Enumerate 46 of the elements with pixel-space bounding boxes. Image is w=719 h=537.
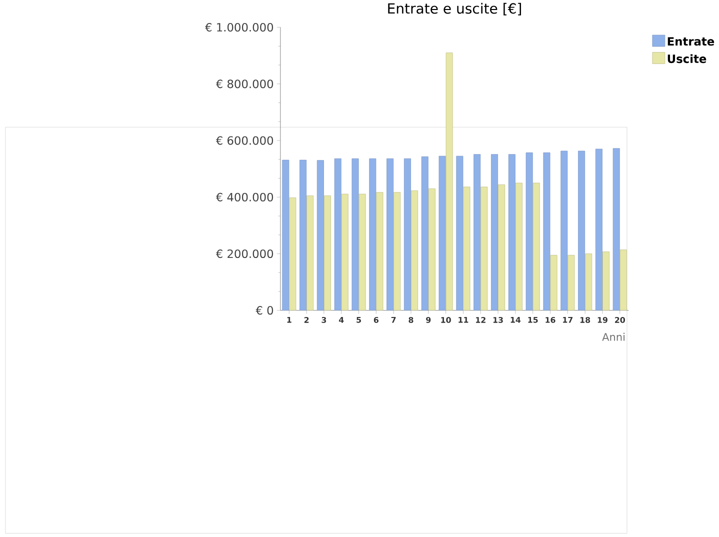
bar — [300, 160, 306, 310]
bar — [456, 156, 464, 310]
legend-label: Entrate — [668, 37, 714, 46]
bar — [376, 192, 384, 310]
bar — [498, 184, 506, 310]
bar — [289, 198, 296, 310]
bar — [394, 192, 401, 310]
bar — [386, 158, 394, 310]
bar — [341, 194, 348, 310]
bar — [595, 148, 602, 310]
bar — [446, 52, 453, 310]
bar — [612, 148, 620, 310]
bar — [515, 182, 522, 310]
y-tick-label: € 200.000 — [216, 249, 274, 258]
bar — [358, 194, 366, 310]
chart-title: Entrate e uscite [€] — [388, 2, 521, 16]
bar — [324, 196, 331, 310]
bar — [438, 156, 446, 310]
bar — [474, 154, 481, 310]
bar — [369, 158, 376, 310]
bar — [316, 160, 324, 310]
bar — [480, 186, 488, 310]
bar — [428, 188, 436, 310]
bar — [334, 158, 342, 310]
bar — [306, 196, 314, 310]
bar — [560, 150, 568, 310]
y-tick-label: € 600.000 — [216, 136, 274, 145]
y-tick-label: € 1.000.000 — [205, 22, 274, 32]
y-tick-label: € 0 — [256, 306, 274, 315]
x-axis-title: Anni — [602, 332, 624, 341]
bar — [526, 152, 533, 310]
bar — [602, 252, 610, 310]
bar — [508, 154, 516, 310]
bar — [282, 160, 289, 310]
bar — [585, 254, 592, 310]
bar — [578, 150, 586, 310]
bar — [532, 182, 540, 310]
legend-label: Uscite — [668, 54, 706, 64]
y-tick-label: € 400.000 — [216, 192, 274, 202]
bar — [491, 154, 498, 310]
bar — [620, 250, 627, 310]
bar — [411, 190, 418, 310]
y-tick-label: € 800.000 — [216, 80, 274, 88]
bar — [404, 158, 411, 310]
bar — [568, 254, 575, 310]
bar — [421, 156, 428, 310]
